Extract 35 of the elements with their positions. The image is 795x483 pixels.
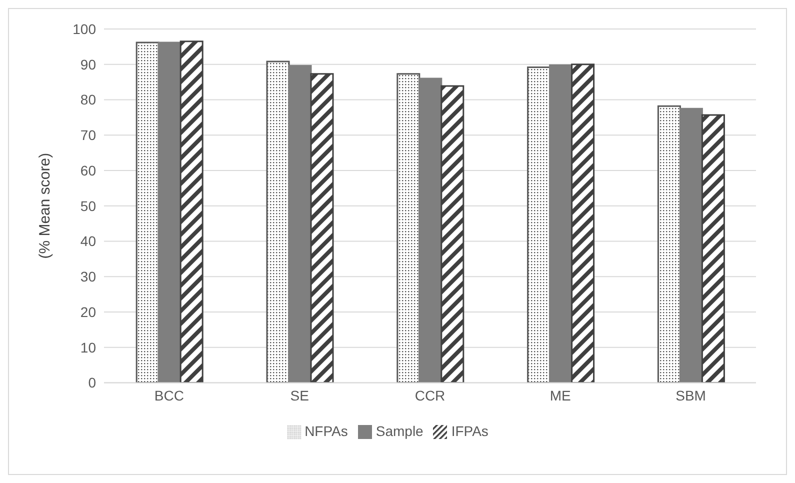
legend-label: Sample xyxy=(376,422,424,439)
x-tick-label: ME xyxy=(550,388,571,404)
bar xyxy=(418,78,442,383)
bar xyxy=(136,42,160,383)
x-tick-label: BCC xyxy=(154,388,184,404)
bar xyxy=(180,40,204,383)
bar xyxy=(679,108,703,383)
legend-label: IFPAs xyxy=(451,422,488,439)
bar xyxy=(527,66,551,383)
y-tick-label: 50 xyxy=(80,198,96,214)
y-tick-label: 10 xyxy=(80,339,96,356)
y-tick-label: 80 xyxy=(80,92,96,108)
legend-label: NFPAs xyxy=(304,422,348,439)
y-tick-label: 90 xyxy=(80,56,96,72)
bar xyxy=(266,60,290,383)
bar xyxy=(701,114,725,383)
x-tick-label: SBM xyxy=(676,388,706,404)
y-tick-label: 20 xyxy=(80,304,96,320)
bar xyxy=(440,85,464,383)
bar xyxy=(549,64,573,383)
y-tick-label: 60 xyxy=(80,162,96,178)
y-tick-label: 0 xyxy=(88,374,96,391)
x-tick-label: CCR xyxy=(414,388,446,404)
y-tick-label: 70 xyxy=(80,127,96,144)
bar xyxy=(657,105,681,383)
bar xyxy=(396,73,420,383)
bar xyxy=(288,65,312,383)
y-tick-label: 40 xyxy=(80,233,96,250)
y-axis-title: (% Mean score) xyxy=(36,152,54,259)
x-tick-label: SE xyxy=(290,388,309,404)
bar xyxy=(571,64,595,383)
y-tick-label: 30 xyxy=(80,268,96,285)
y-tick-label: 100 xyxy=(72,20,96,37)
bar xyxy=(158,42,182,383)
bar xyxy=(310,73,334,383)
